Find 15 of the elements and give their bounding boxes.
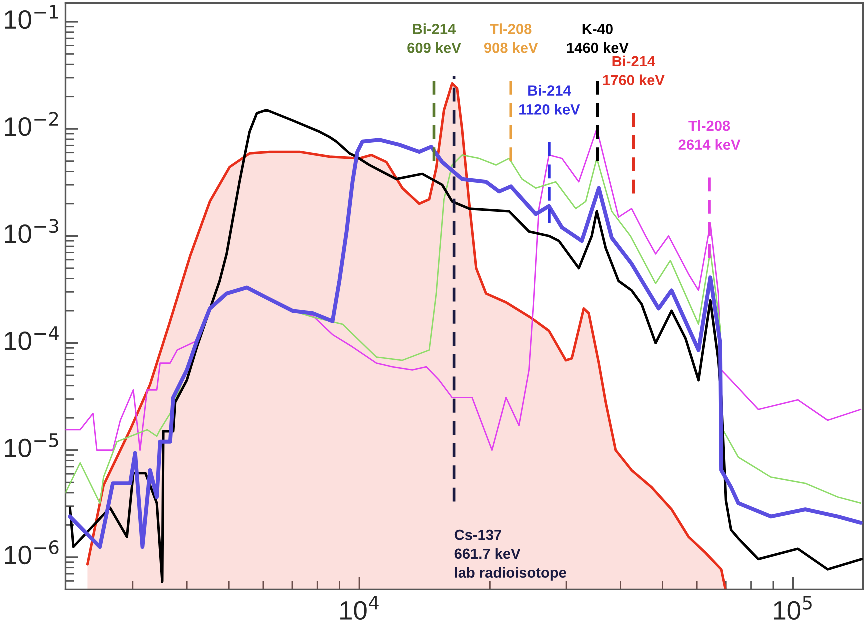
y-tick-label: 10$^{−3}$: [5, 219, 58, 244]
ref-line-label: Bi-214 609 keV: [408, 24, 462, 54]
y-tick-label: 10$^{−5}$: [5, 434, 58, 458]
y-tick-label: 10$^{−2}$: [5, 112, 58, 136]
x-tick-label: 10$^{5}$: [774, 596, 812, 620]
ref-line-label: Tl-208 2614 keV: [678, 120, 741, 150]
ref-line-label: Bi-214 1120 keV: [520, 85, 580, 115]
ref-line-label: Bi-214 1760 keV: [603, 56, 665, 86]
y-tick-label: 10$^{−4}$: [5, 326, 59, 350]
y-tick-label: 10$^{−6}$: [5, 540, 59, 565]
ref-line-label: Tl-208 908 keV: [484, 24, 538, 54]
y-tick-label: 10$^{−1}$: [5, 5, 58, 30]
ref-line-label: K-40 1460 keV: [567, 24, 629, 54]
x-tick-label: 10$^{4}$: [340, 596, 379, 620]
ref-line-label: Cs-137 661.7 keV lab radioisotope: [454, 530, 566, 581]
